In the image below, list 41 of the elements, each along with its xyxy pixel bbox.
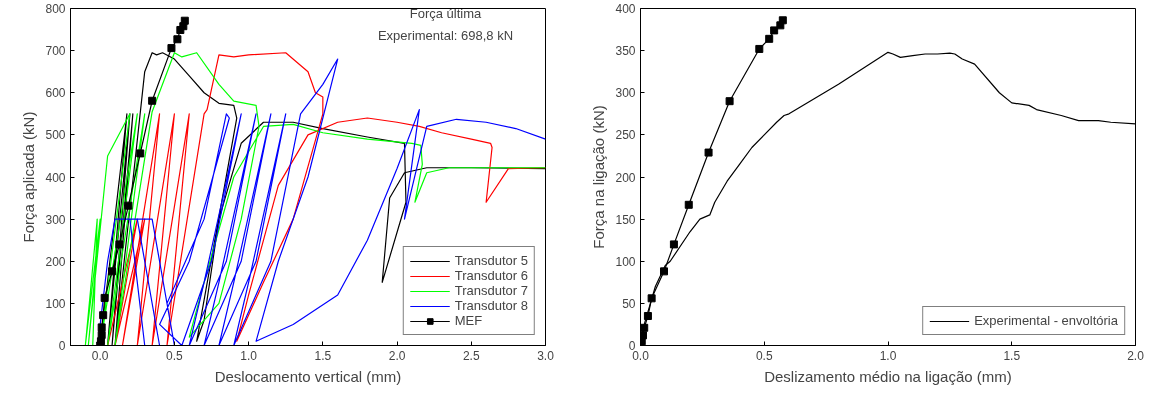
y-axis-title: Força aplicada (kN)	[20, 111, 38, 243]
y-tick-label: 300	[45, 212, 66, 227]
y-axis-title: Força na ligação (kN)	[590, 105, 608, 249]
y-tick-label: 100	[615, 254, 636, 269]
x-tick-label: 3.0	[537, 348, 555, 363]
legend-label: Transdutor 7	[454, 283, 528, 298]
y-tick-label: 0	[58, 339, 66, 353]
legend-label: Transdutor 8	[454, 298, 528, 313]
x-tick-label: 0.5	[166, 348, 184, 363]
legend-label: Experimental - envoltória	[974, 313, 1118, 328]
x-axis-title: Deslizamento médio na ligação (mm)	[764, 367, 1012, 385]
y-tick-label: 150	[615, 212, 636, 227]
y-tick-label: 600	[45, 86, 66, 101]
y-tick-label: 400	[45, 170, 66, 185]
x-tick-label: 1.0	[240, 348, 258, 363]
annotation: Força última	[409, 5, 483, 21]
x-axis-title: Deslocamento vertical (mm)	[214, 367, 402, 385]
x-tick-label: 2.0	[1127, 348, 1145, 363]
annotation: Experimental: 698,8 kN	[377, 27, 514, 43]
y-tick-label: 400	[615, 2, 636, 16]
legend-label: MEF	[454, 313, 483, 328]
legend-label: Transdutor 5	[454, 253, 528, 268]
y-tick-label: 350	[615, 44, 636, 59]
x-tick-label: 0.5	[755, 348, 773, 363]
y-tick-label: 700	[45, 44, 66, 59]
x-tick-label: 1.0	[879, 348, 897, 363]
y-tick-label: 0	[628, 339, 636, 353]
y-tick-label: 50	[622, 296, 636, 311]
x-tick-label: 2.5	[462, 348, 480, 363]
y-tick-label: 250	[615, 128, 636, 143]
y-tick-label: 200	[615, 170, 636, 185]
y-tick-label: 500	[45, 128, 66, 143]
y-tick-label: 100	[45, 296, 66, 311]
x-tick-label: 1.5	[314, 348, 332, 363]
x-tick-label: 2.0	[388, 348, 406, 363]
y-tick-label: 300	[615, 86, 636, 101]
y-tick-label: 800	[45, 2, 66, 16]
legend-label: Transdutor 6	[454, 268, 528, 283]
x-tick-label: 1.5	[1003, 348, 1021, 363]
x-tick-label: 0.0	[91, 348, 109, 363]
y-tick-label: 200	[45, 254, 66, 269]
